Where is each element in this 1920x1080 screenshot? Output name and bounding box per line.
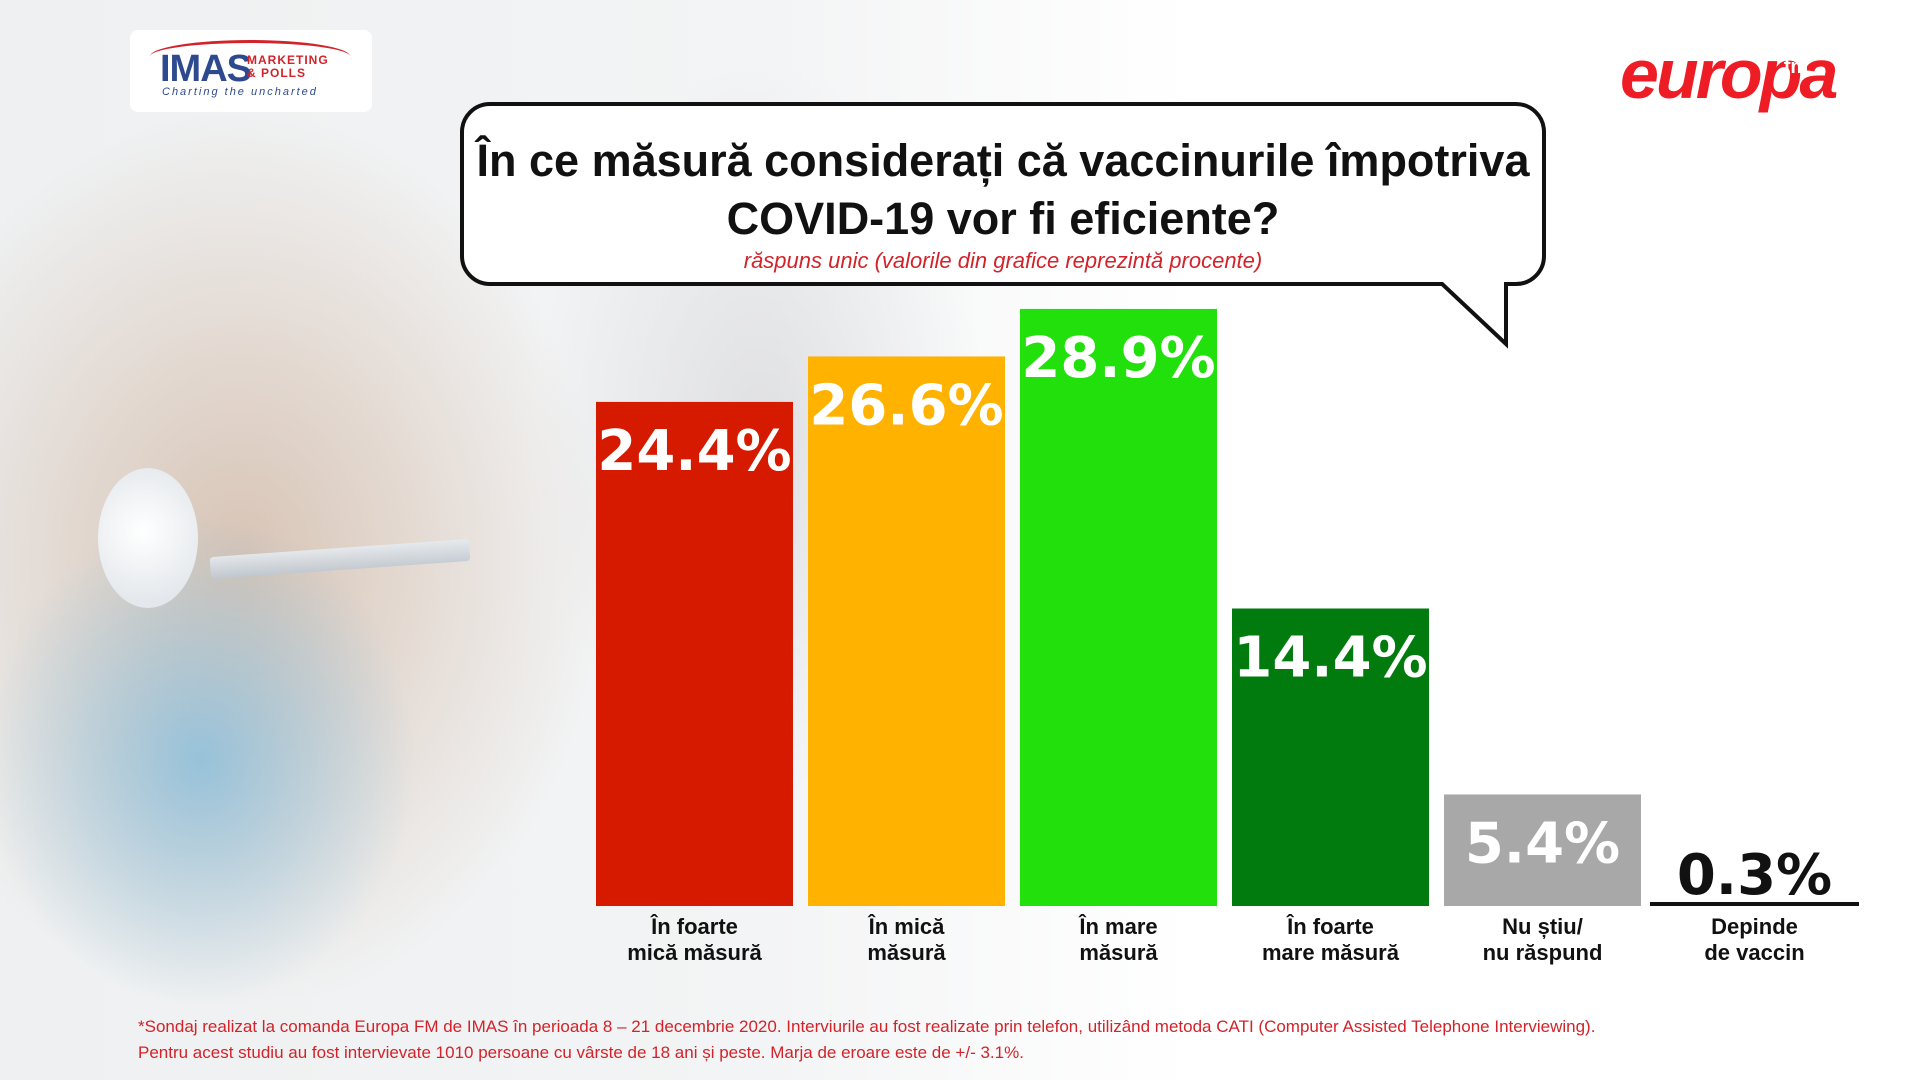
footnote: *Sondaj realizat la comanda Europa FM de… <box>138 1014 1878 1066</box>
imas-logo-sub-2: & POLLS <box>247 66 307 80</box>
bar-5 <box>1444 794 1641 906</box>
value-label-1: 24.4% <box>597 419 791 484</box>
chart-subtitle: răspuns unic (valorile din grafice repre… <box>743 248 1263 273</box>
bar-3 <box>1020 308 1217 906</box>
category-label-3-line-1: În mare <box>1078 914 1157 939</box>
europa-logo-text: europa <box>1620 35 1838 113</box>
europa-logo-fm: fm <box>1783 56 1809 78</box>
bar-2 <box>808 356 1005 907</box>
bar-1 <box>596 401 793 906</box>
question-bubble: În ce măsură considerați că vaccinurile … <box>460 102 1546 286</box>
imas-logo: IMAS MARKETING & POLLS Charting the unch… <box>130 30 372 112</box>
value-label-4: 14.4% <box>1233 625 1427 690</box>
category-label-5-line-1: Nu știu/ <box>1502 914 1583 939</box>
category-label-5-line-2: nu răspund <box>1483 940 1603 965</box>
bar-6 <box>1650 902 1859 906</box>
value-label-2: 26.6% <box>809 373 1003 438</box>
footnote-line-1: *Sondaj realizat la comanda Europa FM de… <box>138 1017 1596 1036</box>
bar-4 <box>1232 608 1429 906</box>
category-label-6-line-2: de vaccin <box>1704 940 1804 965</box>
cotton-ball-image <box>98 468 198 608</box>
imas-logo-sub-1: MARKETING <box>247 53 329 67</box>
bubble-tail <box>1440 282 1508 349</box>
footnote-line-2: Pentru acest studiu au fost intervievate… <box>138 1043 1024 1062</box>
value-label-6: 0.3% <box>1677 843 1832 908</box>
value-label-3: 28.9% <box>1021 326 1215 391</box>
category-label-2-line-1: În mică <box>868 914 946 939</box>
chart-title: În ce măsură considerați că vaccinurile … <box>476 135 1530 244</box>
category-label-1-line-1: În foarte <box>650 914 738 939</box>
imas-tagline: Charting the uncharted <box>162 86 318 98</box>
value-label-5: 5.4% <box>1465 811 1620 876</box>
category-label-4-line-2: mare măsură <box>1262 940 1400 965</box>
category-label-6-line-1: Depinde <box>1711 914 1798 939</box>
category-label-1-line-2: mică măsură <box>627 940 762 965</box>
category-label-2-line-2: măsură <box>867 940 946 965</box>
category-label-4-line-1: În foarte <box>1286 914 1374 939</box>
europa-fm-logo: europa fm <box>1620 30 1870 120</box>
imas-swoosh-icon <box>150 40 350 73</box>
category-label-3-line-2: măsură <box>1079 940 1158 965</box>
imas-logo-main: IMAS <box>160 48 252 90</box>
imas-logo-sub: MARKETING & POLLS <box>247 54 329 80</box>
